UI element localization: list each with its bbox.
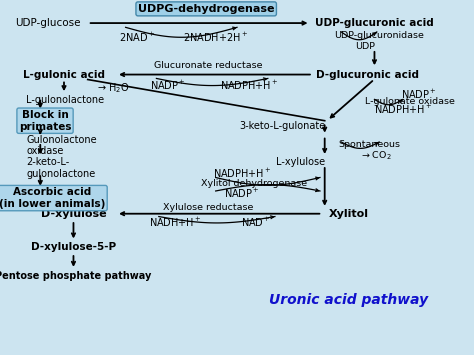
Text: Block in
primates: Block in primates xyxy=(19,110,71,131)
Text: Xylulose reductase: Xylulose reductase xyxy=(164,203,254,212)
Text: → H$_2$O: → H$_2$O xyxy=(97,81,130,95)
Text: Ascorbic acid
(in lower animals): Ascorbic acid (in lower animals) xyxy=(0,187,105,209)
Text: NADPH+H$^+$: NADPH+H$^+$ xyxy=(374,103,433,115)
Text: L-xylulose: L-xylulose xyxy=(276,157,326,167)
Text: Glucuronate reductase: Glucuronate reductase xyxy=(155,61,263,70)
Text: UDP-glucuronidase: UDP-glucuronidase xyxy=(334,31,424,40)
Text: D-xylulose-5-P: D-xylulose-5-P xyxy=(31,242,116,252)
Text: UDP-glucose: UDP-glucose xyxy=(15,18,80,28)
Text: D-xylulose: D-xylulose xyxy=(41,209,106,219)
Text: 3-keto-L-gulonate: 3-keto-L-gulonate xyxy=(239,121,325,131)
Text: NADPH+H$^+$: NADPH+H$^+$ xyxy=(219,79,278,92)
Text: Gulonolactone
oxidase: Gulonolactone oxidase xyxy=(26,135,97,156)
Text: Uronic acid pathway: Uronic acid pathway xyxy=(269,293,428,307)
Text: NAD$^+$: NAD$^+$ xyxy=(241,216,271,229)
Text: → CO$_2$: → CO$_2$ xyxy=(362,149,392,162)
Text: UDPG-dehydrogenase: UDPG-dehydrogenase xyxy=(138,4,274,14)
Text: NADP$^+$: NADP$^+$ xyxy=(224,187,260,200)
Text: Spontaneous: Spontaneous xyxy=(339,140,401,149)
Text: NADH+H$^+$: NADH+H$^+$ xyxy=(149,216,201,229)
Text: UDP: UDP xyxy=(355,42,375,51)
Text: 2-keto-L-
gulonolactone: 2-keto-L- gulonolactone xyxy=(26,157,95,179)
Text: 2NADH+2H$^+$: 2NADH+2H$^+$ xyxy=(183,31,248,44)
Text: NADP$^+$: NADP$^+$ xyxy=(401,88,436,100)
Text: 2NAD$^+$: 2NAD$^+$ xyxy=(119,31,155,44)
Text: UDP-glucuronic acid: UDP-glucuronic acid xyxy=(315,18,434,28)
Text: Xylitol: Xylitol xyxy=(328,209,368,219)
Text: L-gulonate oxidase: L-gulonate oxidase xyxy=(365,97,455,106)
Text: NADPH+H$^+$: NADPH+H$^+$ xyxy=(212,168,271,180)
Text: Xylitol dehydrogenase: Xylitol dehydrogenase xyxy=(201,179,307,188)
Text: L-gulonolactone: L-gulonolactone xyxy=(26,95,104,105)
Text: Pentose phosphate pathway: Pentose phosphate pathway xyxy=(0,271,152,281)
Text: D-glucuronic acid: D-glucuronic acid xyxy=(316,70,419,80)
Text: L-gulonic acid: L-gulonic acid xyxy=(23,70,105,80)
Text: NADP$^+$: NADP$^+$ xyxy=(150,79,186,92)
